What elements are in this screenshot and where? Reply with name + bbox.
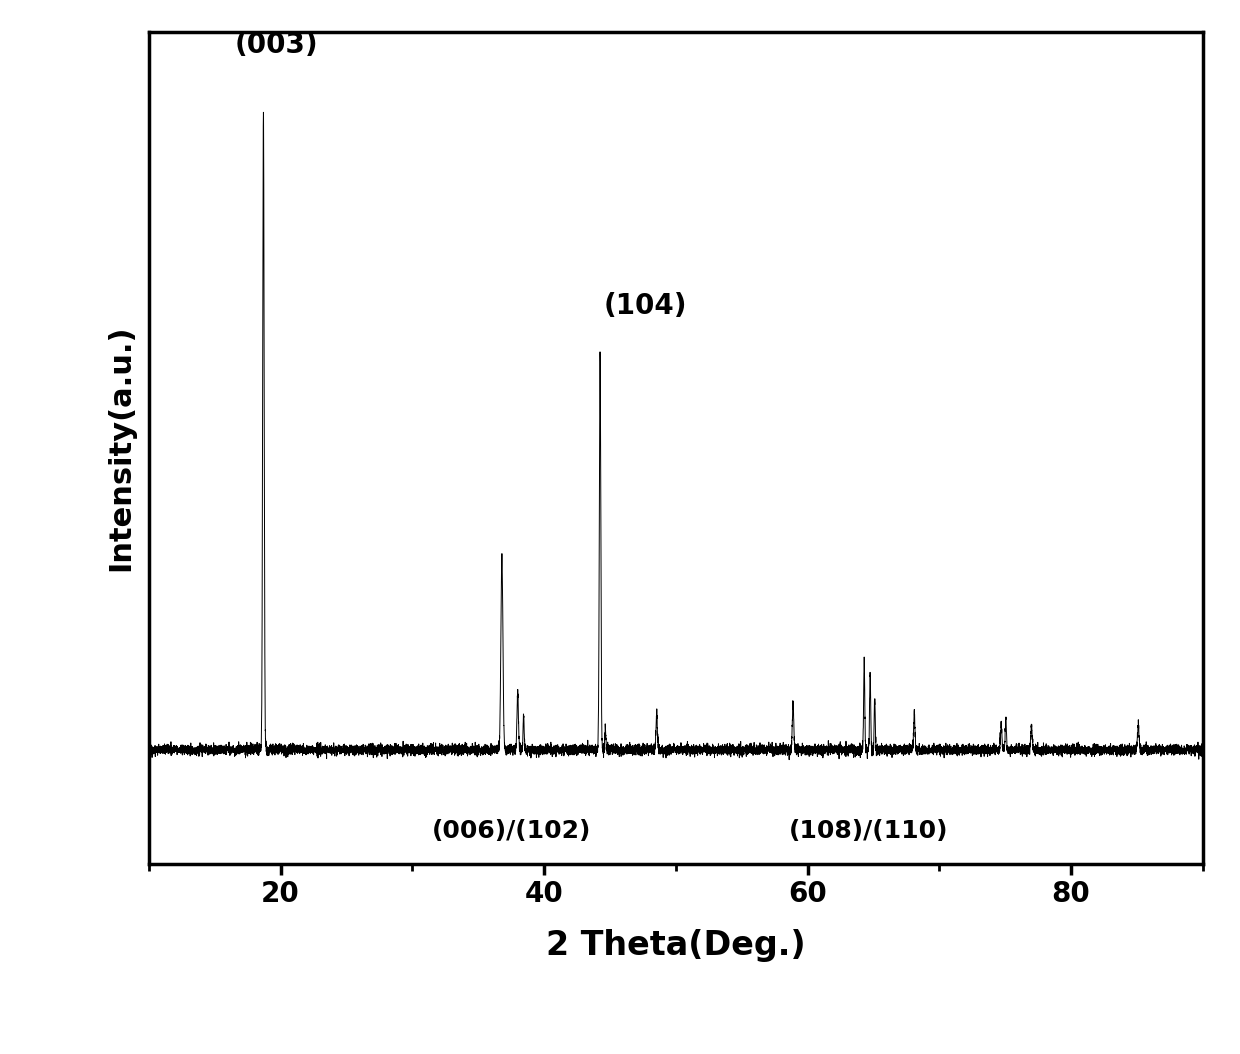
X-axis label: 2 Theta(Deg.): 2 Theta(Deg.) bbox=[546, 929, 806, 962]
Text: (006)/(102): (006)/(102) bbox=[432, 819, 590, 843]
Text: (003): (003) bbox=[234, 32, 319, 59]
Y-axis label: Intensity(a.u.): Intensity(a.u.) bbox=[105, 325, 135, 571]
Text: (108)/(110): (108)/(110) bbox=[789, 819, 947, 843]
Text: (104): (104) bbox=[604, 292, 687, 319]
